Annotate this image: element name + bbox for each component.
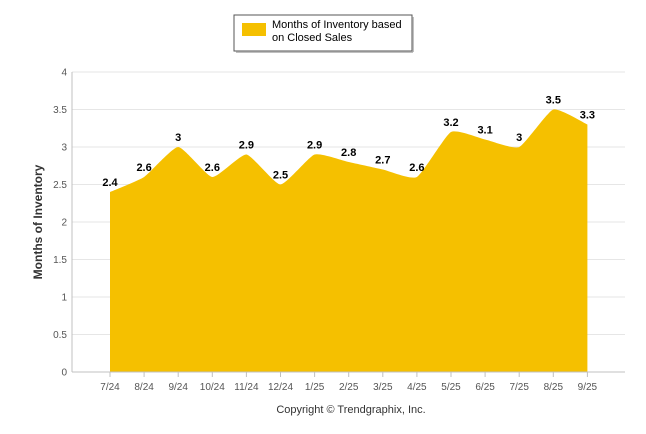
y-tick-labels: 0 0.5 1 1.5 2 2.5 3 3.5 4	[53, 68, 67, 379]
y-tick-label: 2	[61, 218, 67, 229]
x-tick-label: 10/24	[200, 382, 225, 393]
x-tick-label: 7/25	[509, 382, 529, 393]
data-label: 2.6	[136, 162, 151, 174]
x-tick-label: 6/25	[475, 382, 495, 393]
data-label: 2.8	[341, 147, 356, 159]
y-tick-label: 0.5	[53, 330, 67, 341]
data-label: 3	[516, 132, 522, 144]
copyright-footer: Copyright © Trendgraphix, Inc.	[276, 404, 425, 416]
data-label: 2.6	[409, 162, 424, 174]
x-tick-label: 9/24	[168, 382, 188, 393]
x-tick-label: 9/25	[578, 382, 598, 393]
legend-swatch	[242, 23, 266, 36]
legend-label-line2: on Closed Sales	[272, 32, 353, 44]
data-label: 3	[175, 132, 181, 144]
data-label: 3.2	[443, 117, 458, 129]
data-label: 3.3	[580, 110, 595, 122]
x-tick-label: 3/25	[373, 382, 393, 393]
data-label: 3.5	[546, 95, 561, 107]
x-tick-label: 2/25	[339, 382, 359, 393]
data-label: 2.4	[102, 177, 118, 189]
y-axis-title: Months of Inventory	[31, 164, 45, 279]
data-label: 2.5	[273, 170, 288, 182]
x-tick-label: 11/24	[234, 382, 259, 393]
y-tick-label: 3	[61, 143, 67, 154]
x-tick-label: 7/24	[100, 382, 120, 393]
y-tick-label: 1.5	[53, 255, 67, 266]
data-label: 2.6	[205, 162, 220, 174]
x-tick-labels: 7/24 8/24 9/24 10/24 11/24 12/24 1/25 2/25 3/25 4…	[100, 382, 597, 393]
y-tick-label: 3.5	[53, 105, 67, 116]
y-tick-label: 4	[61, 68, 67, 79]
data-label: 2.9	[239, 140, 254, 152]
data-label: 2.7	[375, 155, 390, 167]
legend[interactable]: Months of Inventory based on Closed Sale…	[233, 14, 414, 53]
data-labels: 2.4 2.6 3 2.6 2.9 2.5 2.9 2.8 2.7 2.6 3.2 3.1 3 3.5 3.…	[102, 95, 595, 190]
x-tick-label: 8/25	[544, 382, 564, 393]
x-tick-label: 8/24	[134, 382, 154, 393]
axes	[71, 72, 625, 377]
y-tick-label: 0	[61, 368, 67, 379]
area-series	[110, 109, 588, 373]
x-tick-label: 1/25	[305, 382, 325, 393]
y-tick-label: 2.5	[53, 180, 67, 191]
y-tick-label: 1	[61, 293, 67, 304]
data-label: 2.9	[307, 140, 322, 152]
x-tick-label: 4/25	[407, 382, 427, 393]
x-tick-label: 5/25	[441, 382, 461, 393]
area-layer	[109, 109, 588, 373]
legend-label-line1: Months of Inventory based	[272, 19, 402, 31]
x-tick-label: 12/24	[268, 382, 293, 393]
data-label: 3.1	[477, 125, 492, 137]
